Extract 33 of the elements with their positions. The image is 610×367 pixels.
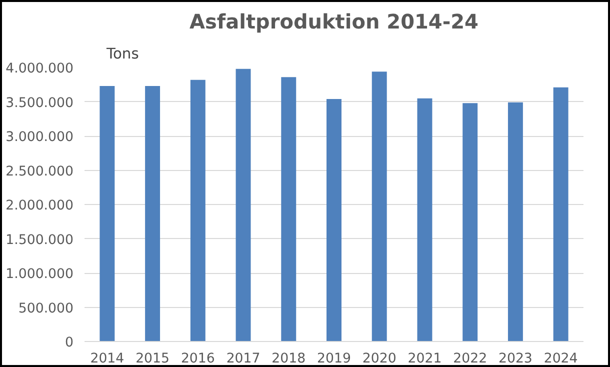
bar — [417, 98, 432, 342]
y-tick-label: 0 — [65, 336, 74, 350]
bar — [190, 80, 206, 342]
y-tick-label: 3.000.000 — [6, 130, 74, 145]
bar — [100, 86, 115, 342]
x-tick-label: 2017 — [226, 352, 260, 366]
bar — [326, 99, 342, 342]
chart-title: Asfaltproduktion 2014-24 — [190, 10, 478, 34]
x-tick-label: 2016 — [180, 352, 215, 366]
y-tick-label: 1.500.000 — [6, 232, 74, 248]
bar — [372, 72, 387, 342]
bar — [236, 68, 251, 342]
x-tick-label: 2024 — [544, 352, 578, 366]
bar — [281, 77, 296, 342]
x-tick-label: 2015 — [136, 352, 170, 366]
x-tick-label: 2023 — [498, 352, 532, 366]
x-tick-label: 2021 — [408, 352, 442, 366]
y-tick-label: 3.500.000 — [6, 96, 74, 111]
x-tick-label: 2022 — [453, 352, 488, 366]
x-tick-label: 2018 — [272, 352, 306, 366]
bar — [145, 86, 160, 342]
x-tick-label: 2014 — [90, 352, 124, 366]
bar — [553, 87, 568, 342]
y-tick-label: 500.000 — [18, 301, 74, 316]
x-tick-label: 2019 — [317, 352, 351, 366]
y-tick-label: 1.000.000 — [6, 267, 74, 282]
y-tick-label: 2.500.000 — [6, 164, 74, 180]
y-axis-title: Tons — [106, 46, 139, 62]
y-tick-label: 4.000.000 — [6, 62, 74, 76]
y-tick-label: 2.000.000 — [6, 198, 74, 214]
bar — [462, 103, 478, 342]
x-tick-label: 2020 — [362, 352, 396, 366]
bar — [508, 102, 523, 342]
